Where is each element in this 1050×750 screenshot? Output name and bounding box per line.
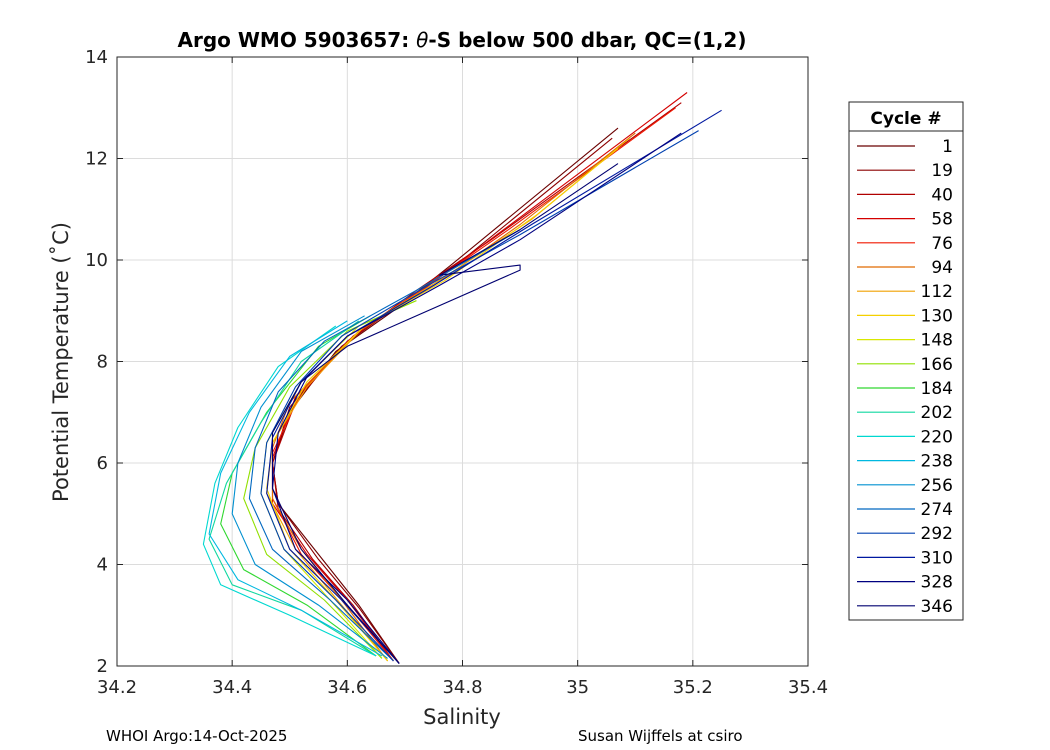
chart-title: Argo WMO 5903657: θ-S below 500 dbar, QC… — [178, 28, 747, 52]
x-tick-label: 34.2 — [97, 677, 137, 698]
y-tick-label: 14 — [85, 47, 108, 68]
series-line-cycle-40 — [271, 102, 682, 662]
legend-label: 274 — [921, 500, 953, 520]
series-line-cycle-328 — [271, 132, 682, 664]
series-line-cycle-274 — [248, 229, 521, 662]
legend-label: 292 — [921, 524, 953, 544]
legend-items: 1 19 40 58 76 94 112 130 148 166 184 202 220 238 256 27… — [857, 137, 953, 617]
legend-label: 346 — [921, 597, 953, 617]
series-line-cycle-202 — [208, 320, 377, 657]
footer-right: Susan Wijffels at csiro — [578, 727, 743, 745]
legend-label: 112 — [921, 282, 953, 302]
y-tick-label: 8 — [97, 352, 108, 373]
legend-label: 184 — [921, 379, 953, 399]
series-line-cycle-130 — [266, 147, 619, 662]
legend-label: 19 — [931, 161, 953, 181]
footer-left: WHOI Argo:14-Oct-2025 — [106, 727, 287, 745]
x-tick-label: 34.4 — [212, 677, 252, 698]
legend-label: 40 — [931, 185, 953, 205]
legend-label: 238 — [921, 452, 953, 472]
series-line-cycle-346 — [271, 163, 619, 664]
x-tick-label: 34.8 — [442, 677, 482, 698]
series-line-cycle-238 — [208, 320, 383, 657]
legend-label: 310 — [921, 548, 953, 568]
legend-label: 220 — [921, 427, 953, 447]
legend-label: 130 — [921, 306, 953, 326]
x-tick-label: 35.2 — [673, 677, 713, 698]
legend-label: 328 — [921, 573, 953, 593]
legend-label: 202 — [921, 403, 953, 423]
legend-label: 94 — [931, 258, 953, 278]
y-tick-label: 2 — [97, 656, 108, 677]
series-line-cycle-76 — [271, 107, 676, 662]
legend-label: 58 — [931, 210, 953, 230]
series-layer — [202, 92, 722, 664]
axis-ticks: 34.2 34.4 34.6 34.8 35 35.2 35.4 2 4 6 8 10 12 14 — [85, 47, 828, 698]
series-line-cycle-256 — [231, 315, 388, 659]
y-tick-label: 10 — [85, 250, 108, 271]
legend-label: 1 — [942, 137, 953, 157]
y-tick-label: 12 — [85, 149, 108, 170]
x-tick-label: 35 — [566, 677, 589, 698]
legend-label: 76 — [931, 234, 953, 254]
x-tick-label: 34.6 — [327, 677, 367, 698]
series-line-cycle-310 — [266, 109, 722, 664]
y-tick-label: 4 — [97, 555, 108, 576]
x-tick-label: 35.4 — [788, 677, 828, 698]
series-line-cycle-220 — [202, 325, 377, 657]
x-axis-label: Salinity — [423, 705, 501, 729]
legend-title: Cycle # — [870, 109, 941, 129]
y-axis-label: Potential Temperature (˚C) — [49, 222, 73, 502]
y-tick-label: 6 — [97, 453, 108, 474]
legend: Cycle # 1 19 40 58 76 94 112 130 148 166 184 202 220… — [848, 101, 964, 621]
legend-label: 256 — [921, 476, 953, 496]
legend-label: 166 — [921, 355, 953, 375]
legend-label: 148 — [921, 331, 953, 351]
